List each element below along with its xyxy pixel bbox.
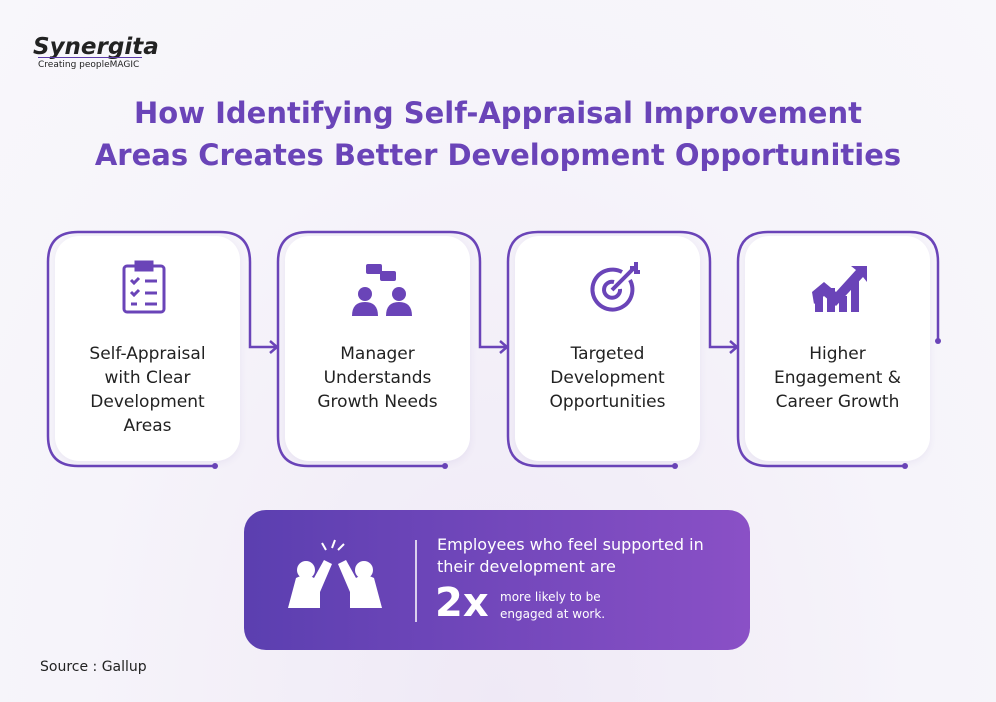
text-line: Higher (809, 344, 866, 364)
step-label: Manager Understands Growth Needs (285, 342, 470, 414)
text-line: Manager (340, 344, 415, 364)
callout (244, 510, 750, 650)
callout-text: Employees who feel supported in (437, 535, 704, 554)
text-line: Development (550, 368, 665, 388)
card-outline (736, 230, 940, 468)
text-line: Areas (123, 416, 172, 436)
card-outline (506, 230, 736, 468)
step-label: Targeted Development Opportunities (515, 342, 700, 414)
text-line: Development (90, 392, 205, 412)
text-line: Career Growth (775, 392, 900, 412)
source: Source : Gallup (40, 659, 147, 675)
target-icon (590, 262, 640, 312)
step-card (745, 236, 930, 461)
logo-rule (38, 57, 142, 58)
text-line: Self-Appraisal (89, 344, 206, 364)
text-line: Opportunities (549, 392, 666, 412)
arrow-heads (269, 340, 739, 354)
logo-name: Synergita (33, 34, 159, 60)
step-card (55, 236, 240, 461)
text-line: Understands (323, 368, 432, 388)
callout-highlight: 2x (435, 580, 489, 626)
people-icon (352, 264, 412, 316)
callout-text: their development are (437, 557, 616, 576)
step-card (515, 236, 700, 461)
text-line: Targeted (570, 344, 645, 364)
step-label: Self-Appraisal with Clear Development Areas (55, 342, 240, 438)
card-outline (46, 230, 276, 468)
callout-detail: more likely to be (500, 590, 601, 604)
logo-tagline: Creating peopleMAGIC (38, 60, 140, 70)
text-line: Engagement & (773, 368, 902, 388)
title-line: Areas Creates Better Development Opportu… (94, 138, 902, 172)
step-label: Higher Engagement & Career Growth (745, 342, 930, 414)
callout-detail: engaged at work. (500, 607, 606, 621)
text-line: Growth Needs (317, 392, 438, 412)
text-line: with Clear (104, 368, 191, 388)
callout-art (288, 539, 417, 622)
card-outline (276, 230, 506, 468)
growth-icon (812, 266, 867, 312)
title-line: How Identifying Self-Appraisal Improveme… (134, 96, 862, 130)
clipboard-icon (122, 260, 166, 314)
